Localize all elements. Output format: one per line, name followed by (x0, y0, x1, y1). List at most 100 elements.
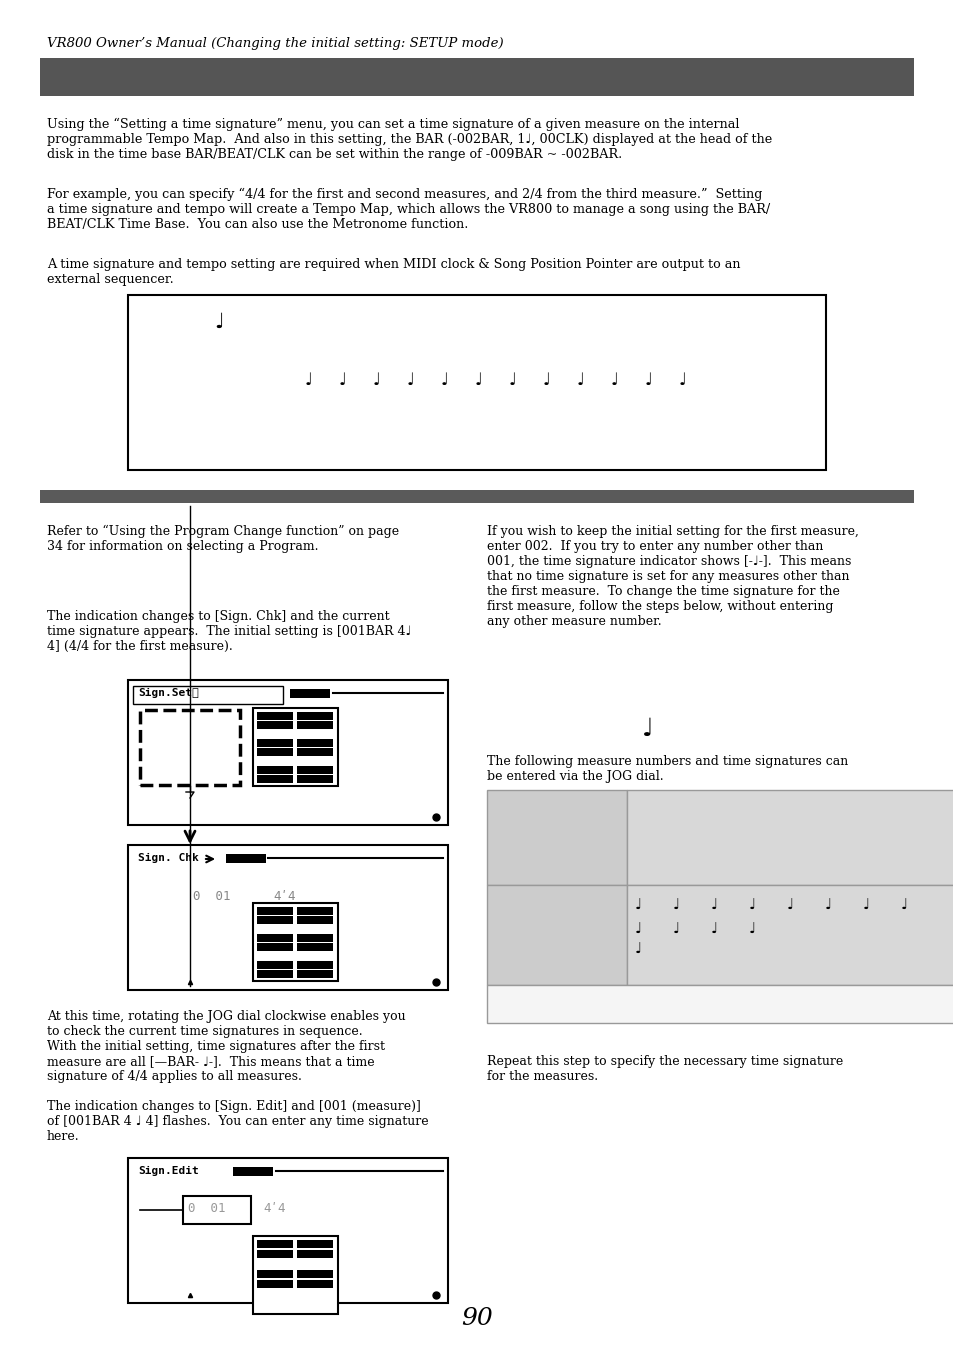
Bar (256, 721, 293, 730)
Bar (486, 790, 626, 885)
Text: ♩: ♩ (900, 898, 907, 913)
Bar (253, 902, 337, 981)
Text: ♩: ♩ (679, 372, 686, 389)
Bar (253, 708, 337, 786)
Bar (296, 1279, 333, 1288)
Text: ♩: ♩ (672, 923, 679, 938)
Text: ♩: ♩ (710, 923, 718, 938)
Text: ♩: ♩ (407, 372, 415, 389)
Bar (296, 925, 333, 934)
Bar (296, 1260, 333, 1269)
Text: 4ʹ4: 4ʹ4 (273, 890, 295, 902)
Text: 90: 90 (460, 1306, 493, 1329)
Bar (256, 730, 293, 738)
Bar (256, 1270, 293, 1278)
Text: ♩: ♩ (305, 372, 313, 389)
Bar (256, 1260, 293, 1269)
Text: ♩: ♩ (509, 372, 517, 389)
Bar (296, 952, 333, 961)
Bar (296, 721, 333, 730)
Text: 4ʹ4: 4ʹ4 (263, 1202, 285, 1215)
Bar (296, 748, 333, 757)
Bar (296, 961, 333, 969)
Bar (256, 934, 293, 942)
Bar (296, 739, 333, 747)
Bar (296, 712, 333, 720)
Bar (183, 1196, 251, 1224)
Text: A time signature and tempo setting are required when MIDI clock & Song Position : A time signature and tempo setting are r… (47, 258, 740, 286)
Text: ♩: ♩ (475, 372, 482, 389)
Text: ♩: ♩ (635, 923, 641, 938)
Text: ♩: ♩ (635, 898, 641, 913)
Text: For example, you can specify “4/4 for the first and second measures, and 2/4 fro: For example, you can specify “4/4 for th… (47, 188, 769, 231)
Bar (256, 748, 293, 757)
Bar (40, 490, 913, 503)
Text: Repeat this step to specify the necessary time signature
for the measures.: Repeat this step to specify the necessar… (486, 1055, 842, 1084)
Bar (626, 885, 953, 985)
Bar (296, 1270, 333, 1278)
Bar (226, 854, 266, 863)
Bar (128, 295, 825, 470)
Bar (256, 1279, 293, 1288)
Bar (486, 885, 626, 985)
Bar (256, 739, 293, 747)
Bar (296, 775, 333, 784)
Bar (140, 711, 240, 785)
Bar (256, 916, 293, 924)
Text: ♩: ♩ (577, 372, 584, 389)
Text: Sign.Set③: Sign.Set③ (138, 688, 198, 698)
Text: Using the “Setting a time signature” menu, you can set a time signature of a giv: Using the “Setting a time signature” men… (47, 118, 771, 161)
Text: Sign.Edit: Sign.Edit (138, 1166, 198, 1175)
Bar (256, 757, 293, 765)
Text: At this time, rotating the JOG dial clockwise enables you
to check the current t: At this time, rotating the JOG dial cloc… (47, 1011, 405, 1084)
Bar (233, 1167, 273, 1175)
Text: ♩: ♩ (213, 313, 224, 332)
Text: ♩: ♩ (862, 898, 869, 913)
Bar (296, 916, 333, 924)
Text: ♩: ♩ (710, 898, 718, 913)
Bar (626, 790, 953, 885)
Bar (296, 907, 333, 915)
Text: ♩: ♩ (748, 923, 756, 938)
Bar (296, 730, 333, 738)
Bar (132, 686, 283, 704)
Bar (290, 689, 330, 698)
Bar (296, 943, 333, 951)
Bar (128, 844, 448, 990)
Bar (256, 1250, 293, 1258)
Text: ♩: ♩ (641, 717, 653, 740)
Text: ♩: ♩ (440, 372, 449, 389)
Bar (486, 985, 953, 1023)
Text: ♩: ♩ (824, 898, 831, 913)
Bar (256, 925, 293, 934)
Text: The following measure numbers and time signatures can
be entered via the JOG dia: The following measure numbers and time s… (486, 755, 847, 784)
Bar (296, 766, 333, 774)
Bar (256, 775, 293, 784)
Bar (256, 943, 293, 951)
Bar (253, 1236, 337, 1315)
Bar (256, 712, 293, 720)
Bar (128, 1158, 448, 1302)
Text: ♩: ♩ (786, 898, 794, 913)
Bar (40, 58, 913, 96)
Text: Refer to “Using the Program Change function” on page
34 for information on selec: Refer to “Using the Program Change funct… (47, 526, 398, 553)
Text: ♩: ♩ (542, 372, 550, 389)
Text: The indication changes to [Sign. Chk] and the current
time signature appears.  T: The indication changes to [Sign. Chk] an… (47, 611, 411, 653)
Text: The indication changes to [Sign. Edit] and [001 (measure)]
of [001BAR 4 ♩ 4] fla: The indication changes to [Sign. Edit] a… (47, 1100, 428, 1143)
Bar (256, 907, 293, 915)
Bar (296, 757, 333, 765)
Text: ♩: ♩ (748, 898, 756, 913)
Text: ♩: ♩ (644, 372, 652, 389)
Text: ♩: ♩ (373, 372, 380, 389)
Text: VR800 Owner’s Manual (Changing the initial setting: SETUP mode): VR800 Owner’s Manual (Changing the initi… (47, 36, 503, 50)
Text: 0  01: 0 01 (188, 1202, 225, 1215)
Text: ♩: ♩ (635, 943, 641, 957)
Bar (296, 934, 333, 942)
Text: 0  01: 0 01 (193, 890, 231, 902)
Bar (128, 680, 448, 825)
Text: If you wish to keep the initial setting for the first measure,
enter 002.  If yo: If you wish to keep the initial setting … (486, 526, 858, 628)
Text: ♩: ♩ (610, 372, 618, 389)
Text: ♩: ♩ (338, 372, 347, 389)
Bar (296, 970, 333, 978)
Bar (256, 1240, 293, 1248)
